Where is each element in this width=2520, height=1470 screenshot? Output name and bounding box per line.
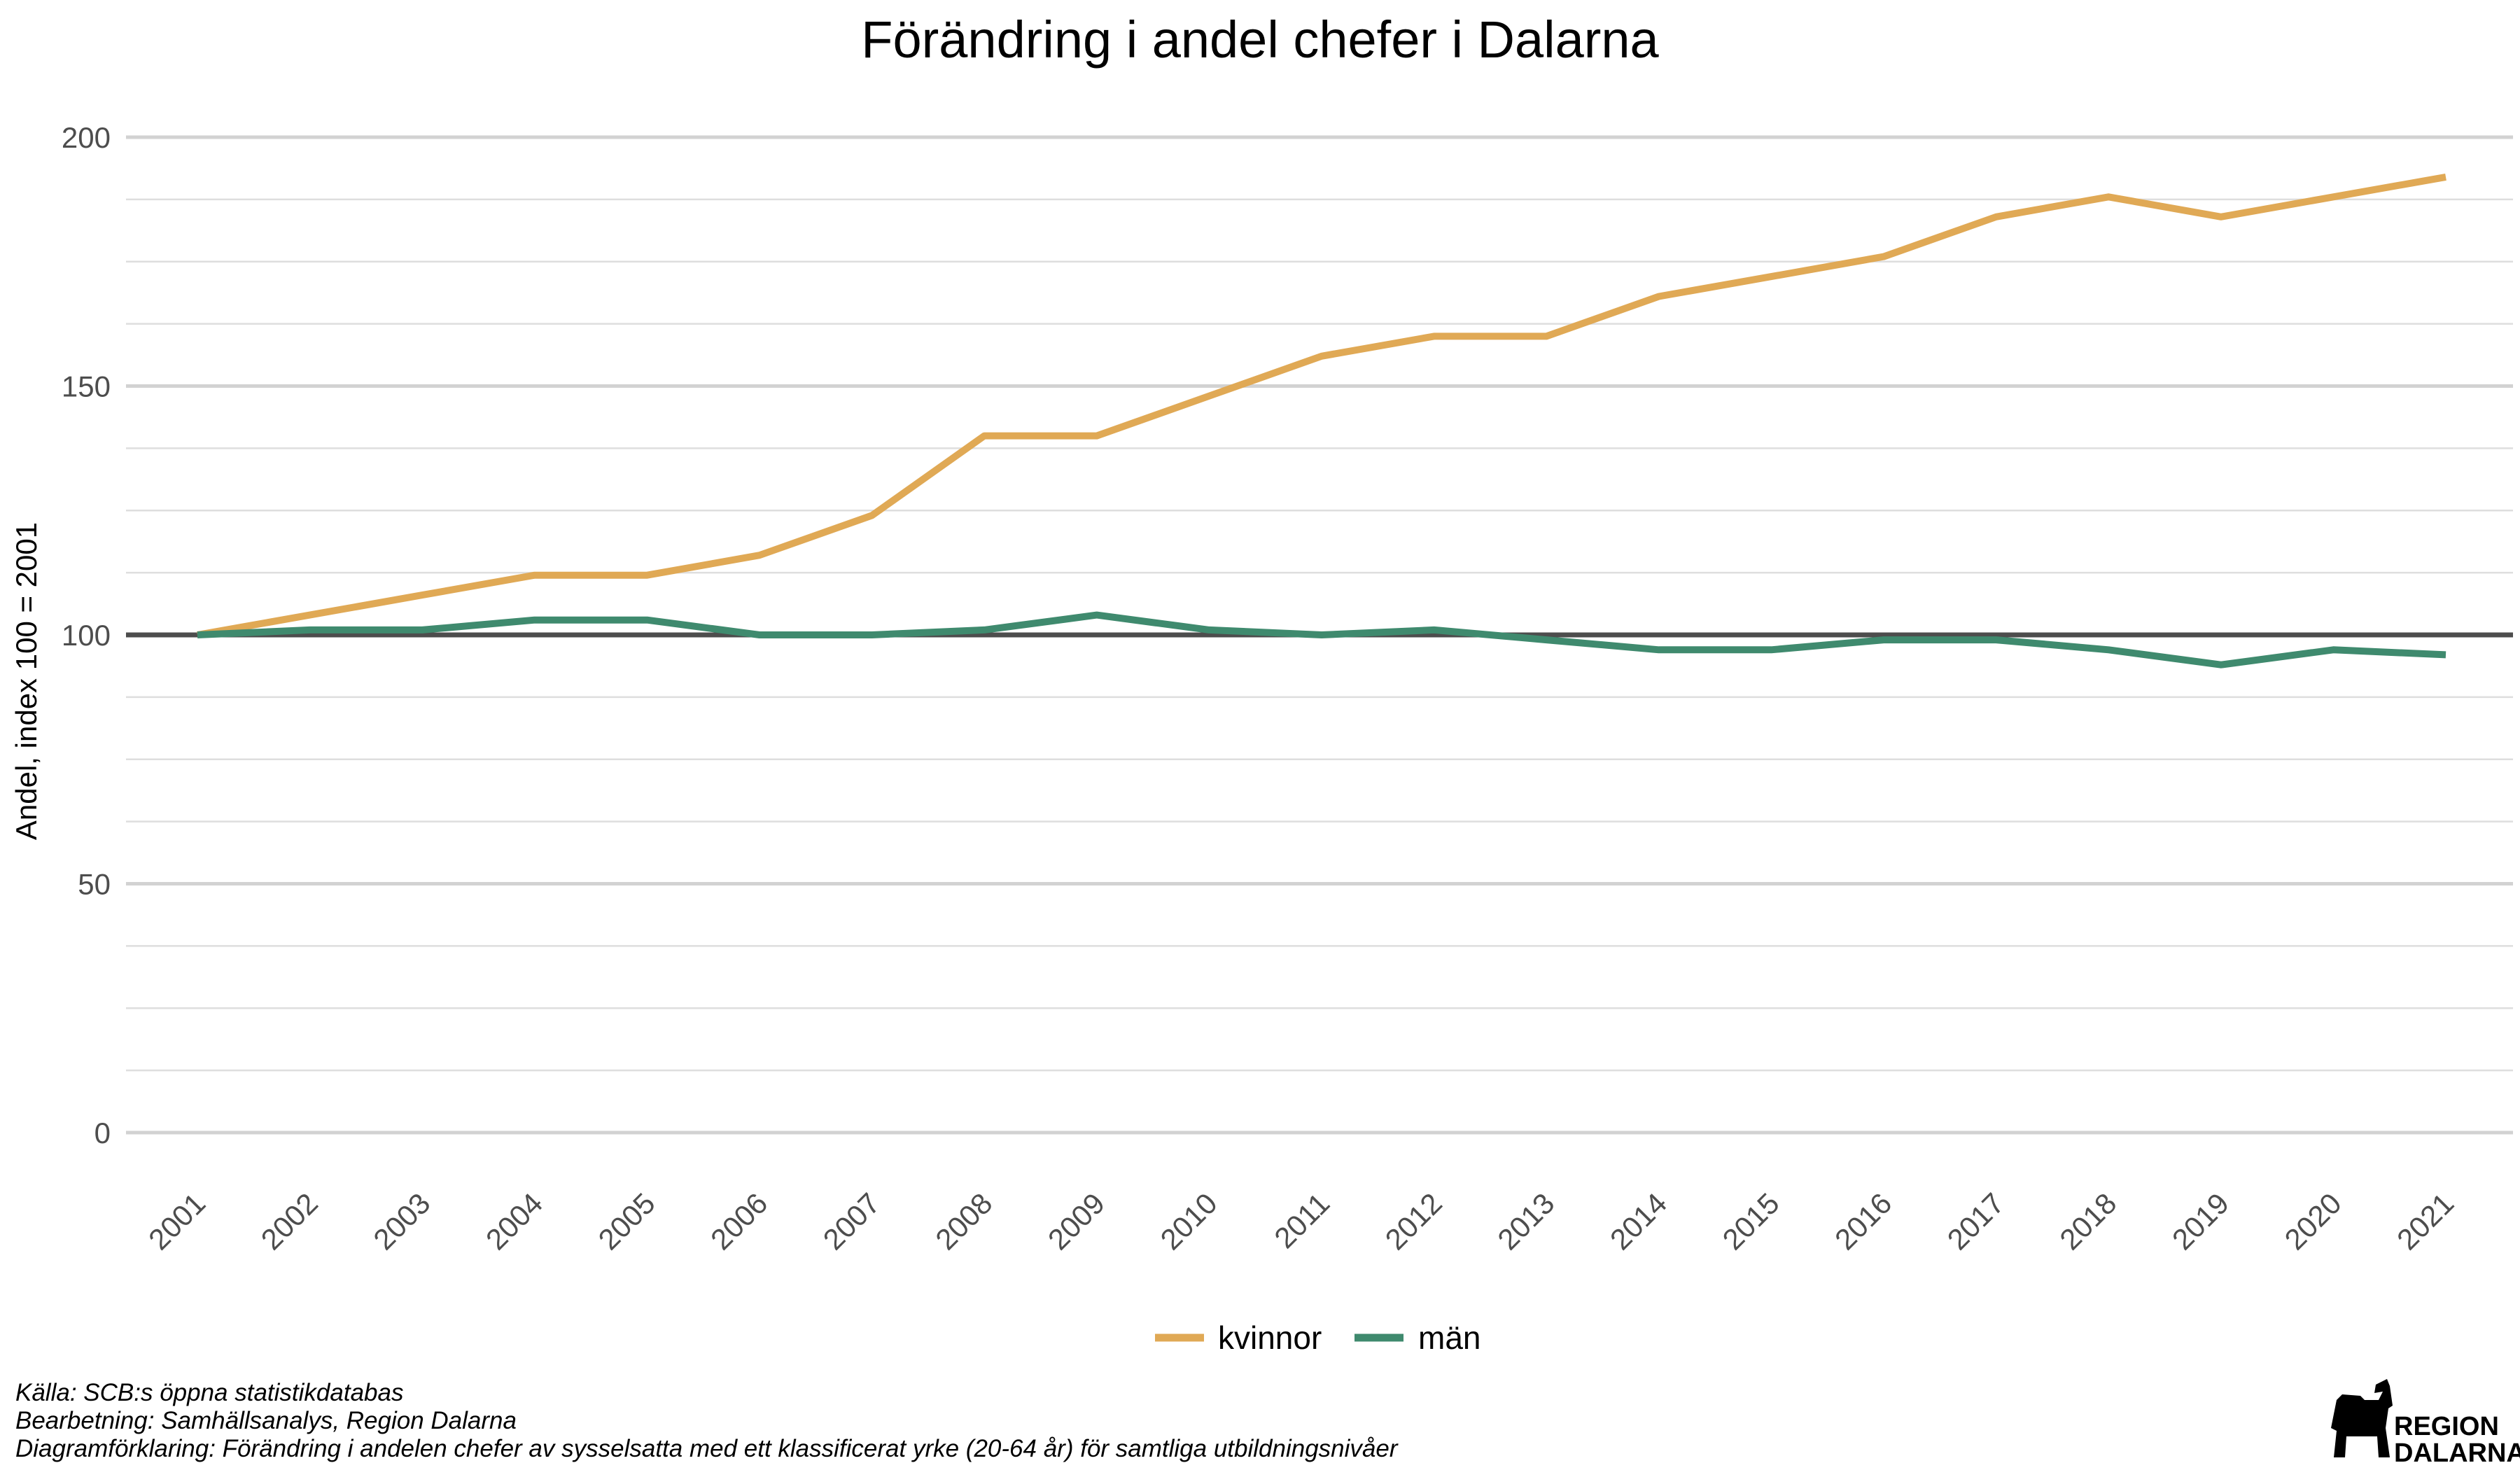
x-tick-label: 2005	[592, 1186, 661, 1256]
x-tick-label: 2019	[2166, 1186, 2235, 1256]
y-tick-label: 100	[62, 619, 111, 652]
x-tick-label: 2001	[142, 1186, 211, 1256]
x-tick-labels: 2001 2002 2003 2004 2005 2006 2007 2008 2009 2010…	[142, 1186, 2460, 1256]
x-tick-label: 2004	[479, 1186, 549, 1256]
x-tick-label: 2010	[1154, 1186, 1223, 1256]
series-line-kvinnor	[197, 173, 2446, 638]
y-tick-label: 0	[94, 1116, 111, 1149]
x-tick-label: 2020	[2278, 1186, 2347, 1256]
x-tick-label: 2012	[1379, 1186, 1448, 1256]
caption-source: Källa: SCB:s öppna statistikdatabas	[15, 1379, 403, 1406]
logo-line-2: DALARNA	[2394, 1438, 2520, 1468]
grid-lines	[126, 135, 2513, 1135]
x-tick-label: 2015	[1716, 1186, 1785, 1256]
x-tick-label: 2009	[1042, 1186, 1111, 1256]
logo-line-1: REGION	[2394, 1412, 2499, 1441]
chart-title: Förändring i andel chefer i Dalarna	[861, 10, 1659, 69]
legend-label-man: män	[1418, 1320, 1480, 1356]
region-dalarna-logo: REGION DALARNA	[2331, 1379, 2520, 1468]
x-tick-label: 2021	[2390, 1186, 2460, 1256]
dala-horse-icon	[2331, 1379, 2393, 1457]
y-tick-labels: 0 50 100 150 200	[62, 121, 111, 1149]
series-lines	[197, 173, 2446, 668]
x-tick-label: 2016	[1828, 1186, 1898, 1256]
y-tick-label: 150	[62, 370, 111, 403]
legend-label-kvinnor: kvinnor	[1218, 1320, 1322, 1356]
y-axis-label: Andel, index 100 = 2001	[10, 522, 43, 840]
caption-processing: Bearbetning: Samhällsanalys, Region Dala…	[15, 1407, 517, 1434]
x-tick-label: 2008	[929, 1186, 998, 1256]
x-tick-label: 2007	[817, 1186, 886, 1256]
y-tick-label: 50	[78, 868, 111, 901]
x-tick-label: 2006	[704, 1186, 774, 1256]
legend: kvinnor män	[1155, 1320, 1480, 1356]
x-tick-label: 2011	[1268, 1186, 1336, 1254]
x-tick-label: 2013	[1491, 1186, 1560, 1256]
x-tick-label: 2002	[255, 1186, 324, 1256]
x-tick-label: 2014	[1604, 1186, 1673, 1256]
x-tick-label: 2018	[2053, 1186, 2122, 1256]
y-tick-label: 200	[62, 121, 111, 154]
series-line-man	[197, 611, 2446, 668]
x-tick-label: 2017	[1941, 1186, 2010, 1256]
x-tick-label: 2003	[367, 1186, 436, 1256]
caption-explanation: Diagramförklaring: Förändring i andelen …	[15, 1435, 1399, 1462]
